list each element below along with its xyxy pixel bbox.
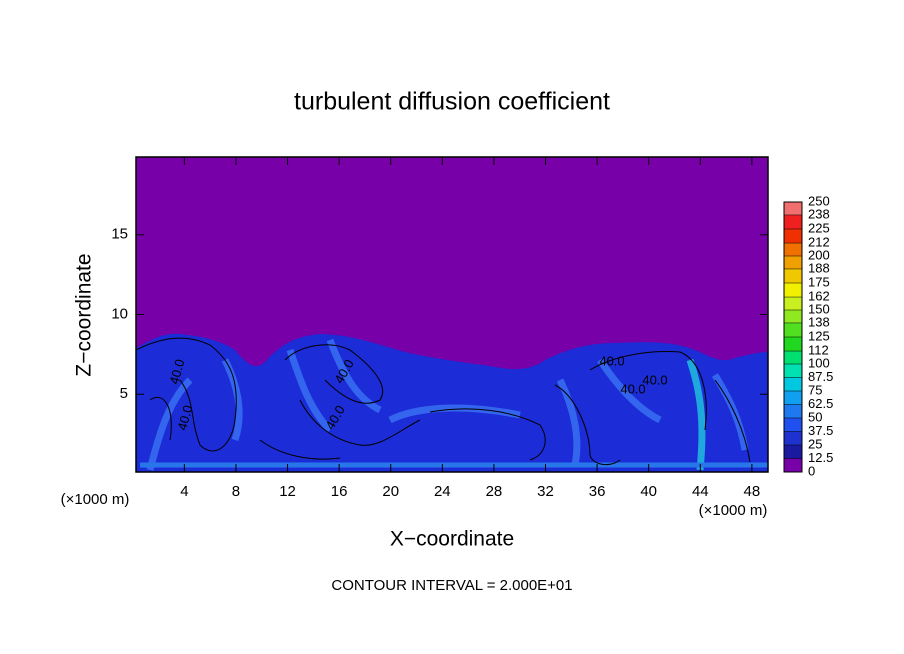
- contour-label: 40.0: [642, 372, 667, 387]
- colorbar-label: 50: [808, 409, 822, 424]
- colorbar-label: 200: [808, 247, 830, 262]
- colorbar-label: 238: [808, 206, 830, 221]
- x-tick-label: 32: [537, 483, 554, 500]
- colorbar-label: 250: [808, 193, 830, 208]
- colorbar-bin: [784, 458, 802, 472]
- colorbar-bin: [784, 202, 802, 215]
- colorbar-label: 87.5: [808, 369, 833, 384]
- colorbar-label: 25: [808, 436, 822, 451]
- colorbar-bin: [784, 391, 802, 405]
- y-tick-label: 5: [120, 385, 128, 402]
- colorbar-label: 162: [808, 288, 830, 303]
- colorbar-label: 225: [808, 220, 830, 235]
- colorbar-label: 212: [808, 234, 830, 249]
- colorbar-bin: [784, 283, 802, 298]
- x-tick-label: 4: [180, 483, 188, 500]
- colorbar-bin: [784, 404, 802, 418]
- x-axis-label: X−coordinate: [390, 528, 514, 551]
- colorbar-bin: [784, 364, 802, 378]
- colorbar-label: 62.5: [808, 396, 833, 411]
- x-tick-label: 40: [640, 483, 657, 500]
- colorbar-bin: [784, 431, 802, 445]
- x-unit-note: (×1000 m): [61, 491, 130, 508]
- y-tick-label: 15: [111, 226, 128, 243]
- colorbar-bin: [784, 337, 802, 352]
- colorbar-label: 188: [808, 260, 830, 275]
- colorbar-label: 0: [808, 463, 815, 478]
- colorbar-label: 112: [808, 342, 829, 357]
- contour-label: 40.0: [620, 381, 645, 396]
- colorbar-bin: [784, 310, 802, 323]
- colorbar-bin: [784, 268, 802, 283]
- colorbar-bin: [784, 418, 802, 432]
- x-tick-label: 28: [486, 483, 503, 500]
- colorbar-label: 138: [808, 314, 830, 329]
- colorbar-label: 125: [808, 328, 830, 343]
- colorbar-bin: [784, 256, 802, 269]
- colorbar-bin: [784, 351, 802, 364]
- colorbar-bin: [784, 214, 802, 229]
- x-tick-label: 48: [744, 483, 761, 500]
- colorbar-label: 175: [808, 274, 830, 289]
- x-tick-label: 36: [589, 483, 606, 500]
- colorbar-bin: [784, 377, 802, 391]
- x-tick-label: 44: [692, 483, 709, 500]
- x-unit-note: (×1000 m): [699, 502, 768, 519]
- colorbar-label: 37.5: [808, 423, 833, 438]
- x-tick-label: 20: [382, 483, 399, 500]
- colorbar-label: 12.5: [808, 450, 833, 465]
- x-tick-label: 24: [434, 483, 451, 500]
- chart-title: turbulent diffusion coefficient: [294, 88, 610, 116]
- colorbar-label: 100: [808, 355, 830, 370]
- x-tick-label: 12: [279, 483, 296, 500]
- colorbar-bin: [784, 243, 802, 256]
- contour-label: 40.0: [174, 404, 195, 432]
- y-tick-label: 10: [111, 305, 128, 322]
- colorbar-label: 150: [808, 301, 830, 316]
- colorbar-bin: [784, 229, 802, 244]
- contour-label: 40.0: [166, 358, 187, 386]
- y-axis-label: Z−coordinate: [73, 253, 96, 376]
- colorbar-bin: [784, 297, 802, 310]
- colorbar-bin: [784, 445, 802, 459]
- contour-label: 40.0: [599, 353, 624, 368]
- field: [135, 157, 768, 472]
- x-tick-label: 8: [232, 483, 240, 500]
- footer-note: CONTOUR INTERVAL = 2.000E+01: [331, 577, 572, 594]
- contour-lines: [135, 337, 751, 466]
- x-tick-label: 16: [331, 483, 348, 500]
- colorbar-label: 75: [808, 382, 822, 397]
- colorbar-bin: [784, 322, 802, 337]
